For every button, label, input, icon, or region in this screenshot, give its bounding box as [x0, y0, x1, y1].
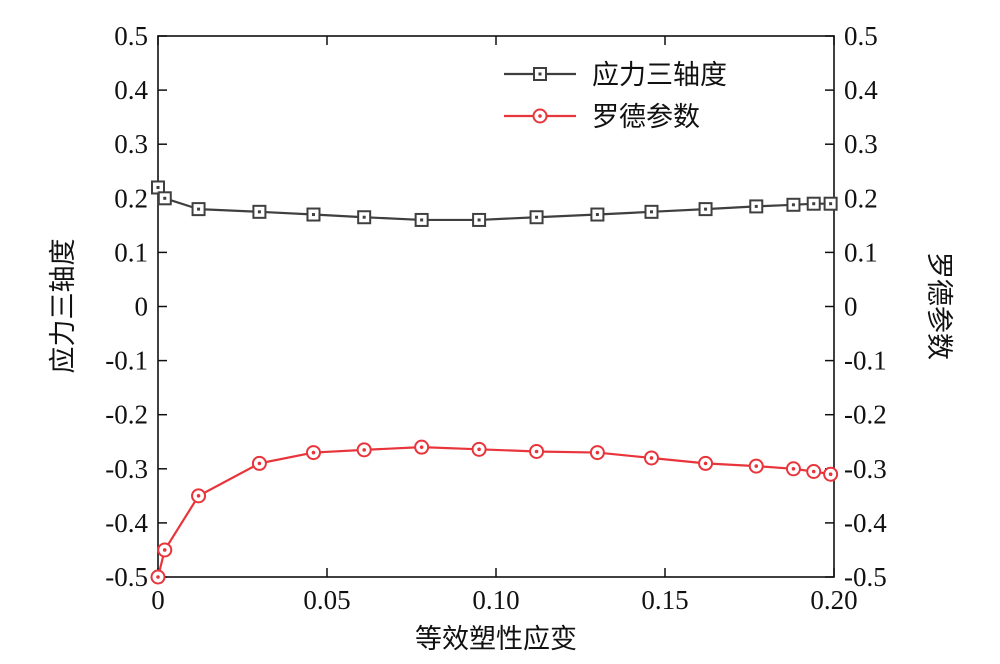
y-tick-label-right: 0.4 — [844, 75, 878, 105]
data-point-square-center — [420, 218, 424, 222]
data-point-circle-center — [703, 461, 708, 466]
data-point-square-center — [535, 215, 539, 219]
data-point-square-center — [156, 185, 160, 189]
data-point-circle-center — [595, 450, 600, 455]
y-tick-label-right: -0.3 — [844, 454, 887, 484]
legend-label-stress-triaxiality: 应力三轴度 — [592, 60, 727, 91]
data-point-circle-center — [196, 494, 201, 498]
y-tick-label-left: 0.1 — [114, 237, 148, 267]
data-point-square-center — [754, 204, 758, 208]
x-tick-label: 0.15 — [641, 585, 688, 615]
data-point-circle-center — [534, 449, 539, 454]
x-tick-label: 0.20 — [810, 585, 857, 615]
y-tick-label-right: 0.1 — [844, 237, 878, 267]
y-tick-label-left: -0.4 — [105, 508, 148, 538]
data-point-circle-center — [754, 464, 759, 468]
y-tick-label-left: -0.1 — [105, 346, 148, 376]
axis-tick-labels: 0 0.05 0.10 0.15 0.200.5 0.50.4 0.40.3 0.30.2 0.… — [105, 21, 887, 615]
x-tick-label: 0 — [151, 585, 165, 615]
data-point-square-center — [197, 207, 201, 211]
y-axis-title-left: 应力三轴度 — [48, 239, 79, 374]
y-tick-label-left: -0.5 — [105, 562, 148, 592]
y-tick-label-right: 0 — [844, 292, 858, 322]
data-point-square-center — [829, 202, 833, 206]
series-lode-parameter — [150, 439, 839, 585]
y-tick-label-left: -0.2 — [105, 400, 148, 430]
x-tick-label: 0.10 — [472, 585, 519, 615]
data-point-square-center — [791, 203, 795, 207]
data-point-square-center — [477, 218, 481, 222]
y-tick-label-right: 0.3 — [844, 129, 878, 159]
y-tick-label-left: -0.3 — [105, 454, 148, 484]
legend: 应力三轴度 罗德参数 — [492, 52, 792, 144]
data-point-circle-center — [477, 447, 481, 452]
y-tick-label-left: 0.4 — [114, 75, 148, 105]
y-tick-label-right: -0.5 — [844, 562, 887, 592]
y-axis-title-right: 罗德参数 — [923, 252, 954, 360]
x-axis-title: 等效塑性应变 — [415, 624, 577, 655]
series-stress-triaxiality — [151, 180, 838, 227]
data-point-circle-center — [162, 548, 167, 552]
data-point-circle-center — [156, 575, 160, 579]
y-tick-label-right: 0.2 — [844, 183, 878, 213]
y-tick-label-left: 0 — [135, 292, 149, 322]
legend-marker-square-center — [538, 72, 542, 76]
data-point-square-center — [649, 210, 653, 214]
data-point-circle-center — [649, 456, 654, 460]
data-point-square-center — [257, 210, 261, 214]
y-tick-label-right: -0.1 — [844, 346, 887, 376]
y-tick-label-left: 0.3 — [114, 129, 148, 159]
data-point-circle-center — [257, 461, 262, 466]
legend-label-lode-parameter: 罗德参数 — [592, 102, 700, 133]
legend-marker-circle-center — [538, 114, 542, 118]
series-line — [156, 446, 831, 578]
y-tick-label-right: 0.5 — [844, 21, 878, 51]
y-tick-label-right: -0.4 — [844, 508, 887, 538]
y-tick-label-left: 0.5 — [114, 21, 148, 51]
x-tick-label: 0.05 — [303, 585, 350, 615]
series-line — [157, 186, 831, 222]
data-point-circle-center — [362, 448, 366, 452]
series-layer — [150, 180, 839, 585]
data-point-circle-center — [828, 472, 833, 477]
data-point-square-center — [595, 213, 599, 217]
data-point-square-center — [311, 213, 315, 217]
data-point-square-center — [812, 202, 816, 206]
data-point-circle-center — [419, 445, 424, 449]
data-point-square-center — [704, 207, 708, 211]
data-point-circle-center — [811, 469, 816, 474]
data-point-square-center — [362, 215, 366, 219]
y-tick-label-right: -0.2 — [844, 400, 887, 430]
data-point-circle-center — [791, 467, 796, 471]
data-point-circle-center — [311, 450, 316, 455]
y-tick-label-left: 0.2 — [114, 183, 148, 213]
data-point-square-center — [163, 196, 167, 200]
